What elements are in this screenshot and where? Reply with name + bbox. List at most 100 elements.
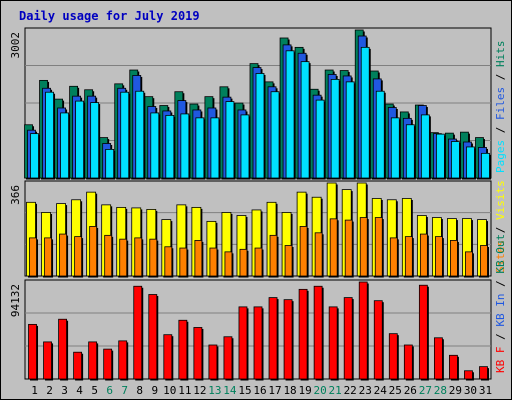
bar-kb [373, 300, 383, 380]
bar-kb [208, 344, 218, 380]
bar-sites [74, 236, 83, 277]
x-tick-label: 7 [121, 384, 128, 397]
bar-pages [45, 91, 54, 179]
x-tick-label: 16 [253, 384, 266, 397]
legend-text: Sites / Visits [494, 180, 507, 273]
bar-pages [195, 117, 205, 179]
bar-sites [209, 247, 218, 277]
bar-sites [44, 237, 52, 277]
legend-text: KB F / KB In / KB Out [494, 234, 507, 373]
bar-pages [270, 91, 280, 179]
bar-kb [58, 318, 67, 380]
bar-kb [388, 333, 398, 380]
bar-sites [404, 236, 413, 277]
bar-pages [90, 102, 100, 179]
bar-sites [194, 240, 203, 277]
x-tick-label: 3 [61, 384, 68, 397]
bar-kb [464, 370, 473, 380]
bar-pages [451, 141, 460, 179]
bar-kb [433, 337, 443, 380]
bar-kb [328, 306, 338, 380]
bar-pages [150, 112, 160, 179]
bar-pages [255, 73, 265, 179]
x-tick-label: 22 [344, 384, 357, 397]
x-tick-label: 19 [298, 384, 311, 397]
x-tick-label: 1 [31, 384, 38, 397]
bar-sites [239, 248, 248, 277]
bar-sites [134, 237, 143, 277]
bar-sites [119, 238, 128, 277]
x-tick-label: 23 [359, 384, 372, 397]
x-tick-label: 9 [151, 384, 158, 397]
bar-pages [135, 90, 145, 179]
bar-pages [120, 91, 130, 179]
x-tick-label: 31 [479, 384, 492, 397]
x-tick-label: 14 [223, 384, 237, 397]
bar-kb [133, 285, 143, 380]
bar-kb [449, 354, 458, 380]
legend: Sites / Visits [494, 180, 507, 273]
bar-kb [178, 319, 188, 380]
legend-item: Files [494, 87, 507, 120]
legend: KB F / KB In / KB Out [494, 234, 507, 373]
legend-separator: / [494, 327, 507, 347]
x-tick-label: 17 [268, 384, 281, 397]
bar-kb [403, 344, 413, 380]
bar-pages [300, 61, 310, 179]
y-max-label: 94132 [9, 284, 22, 317]
x-tick-label: 10 [163, 384, 176, 397]
x-tick-label: 13 [208, 384, 221, 397]
legend-separator: / [494, 220, 507, 240]
y-max-label: 366 [9, 185, 22, 205]
bar-pages [375, 90, 385, 179]
bar-kb [268, 297, 278, 380]
bar-pages [420, 114, 430, 179]
x-tick-label: 28 [434, 384, 447, 397]
bar-kb [88, 341, 98, 380]
bar-kb [103, 348, 113, 380]
bar-kb [358, 281, 368, 380]
bar-sites [450, 240, 458, 277]
legend-item: Sites [494, 240, 507, 273]
legend-item: Pages [494, 140, 507, 173]
bar-sites [284, 245, 293, 277]
bar-sites [344, 219, 353, 277]
bar-kb [253, 306, 263, 380]
bar-kb [479, 366, 488, 380]
bar-pages [240, 114, 250, 179]
x-tick-label: 12 [193, 384, 206, 397]
bar-sites [29, 237, 37, 277]
panel-middle: 366 [9, 180, 492, 278]
bar-pages [165, 114, 175, 179]
bar-kb [238, 306, 248, 380]
bar-kb [163, 334, 173, 380]
panels: 3002 366 94132 Pages / Files / Hits Sites / … [9, 27, 507, 381]
x-tick-label: 18 [283, 384, 296, 397]
x-tick-label: 4 [76, 384, 83, 397]
bar-kb [43, 341, 52, 380]
bar-pages [390, 117, 400, 179]
x-tick-label: 24 [374, 384, 388, 397]
bar-kb [283, 299, 293, 380]
bar-sites [164, 246, 173, 277]
bar-pages [225, 101, 235, 179]
chart-title: Daily usage for July 2019 [19, 9, 200, 23]
bar-kb [148, 294, 158, 380]
bar-pages [75, 100, 85, 179]
bar-sites [419, 233, 428, 277]
bar-pages [330, 78, 340, 179]
bar-pages [345, 81, 355, 179]
x-tick-label: 25 [389, 384, 402, 397]
x-tick-label: 26 [404, 384, 417, 397]
legend-item: KB F [494, 347, 507, 374]
bar-kb [343, 297, 353, 380]
bar-pages [435, 133, 445, 179]
x-tick-label: 27 [419, 384, 432, 397]
x-tick-label: 8 [136, 384, 143, 397]
bar-sites [389, 237, 398, 277]
legend: Pages / Files / Hits [494, 41, 507, 174]
bar-sites [374, 217, 383, 277]
legend-separator: / [494, 67, 507, 87]
x-tick-label: 11 [178, 384, 191, 397]
x-tick-label: 30 [464, 384, 477, 397]
